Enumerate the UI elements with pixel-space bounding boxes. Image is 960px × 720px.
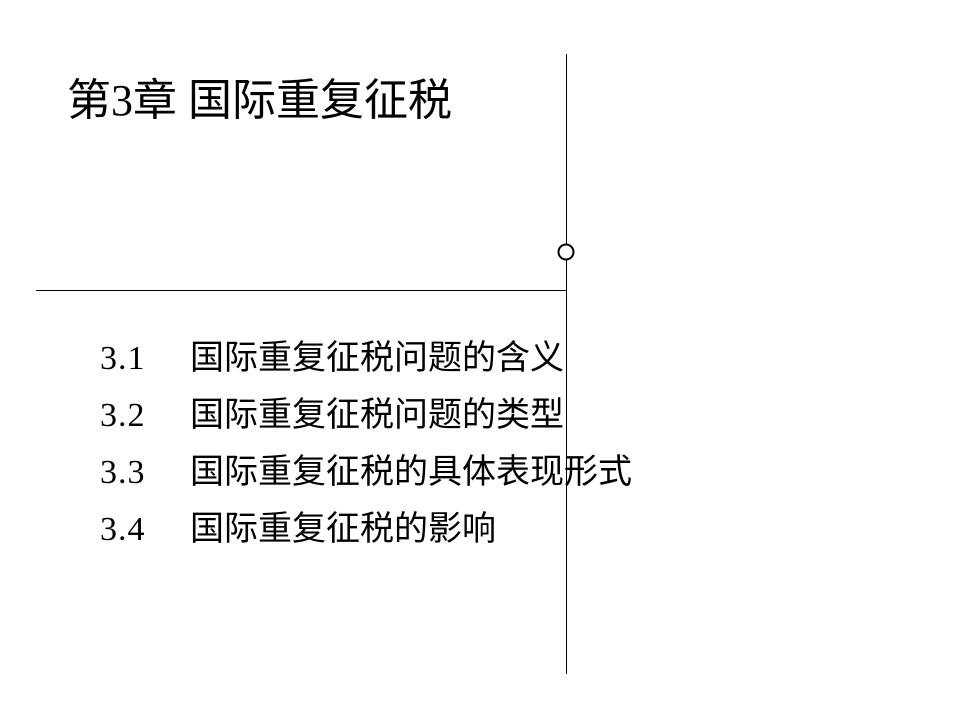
item-label: 国际重复征税问题的类型 xyxy=(190,387,564,436)
list-item: 3.2 国际重复征税问题的类型 xyxy=(100,387,632,436)
item-number: 3.2 xyxy=(100,397,190,435)
bullet-icon xyxy=(558,244,575,261)
list-item: 3.1 国际重复征税问题的含义 xyxy=(100,330,632,379)
slide: 第3章 国际重复征税 3.1 国际重复征税问题的含义 3.2 国际重复征税问题的… xyxy=(0,0,960,720)
section-list: 3.1 国际重复征税问题的含义 3.2 国际重复征税问题的类型 3.3 国际重复… xyxy=(100,330,632,558)
item-label: 国际重复征税的影响 xyxy=(190,501,496,550)
horizontal-rule xyxy=(36,290,566,291)
item-label: 国际重复征税的具体表现形式 xyxy=(190,444,632,493)
item-number: 3.3 xyxy=(100,454,190,492)
list-item: 3.4 国际重复征税的影响 xyxy=(100,501,632,550)
chapter-title: 第3章 国际重复征税 xyxy=(67,64,452,128)
item-number: 3.1 xyxy=(100,340,190,378)
list-item: 3.3 国际重复征税的具体表现形式 xyxy=(100,444,632,493)
item-number: 3.4 xyxy=(100,511,190,549)
item-label: 国际重复征税问题的含义 xyxy=(190,330,564,379)
